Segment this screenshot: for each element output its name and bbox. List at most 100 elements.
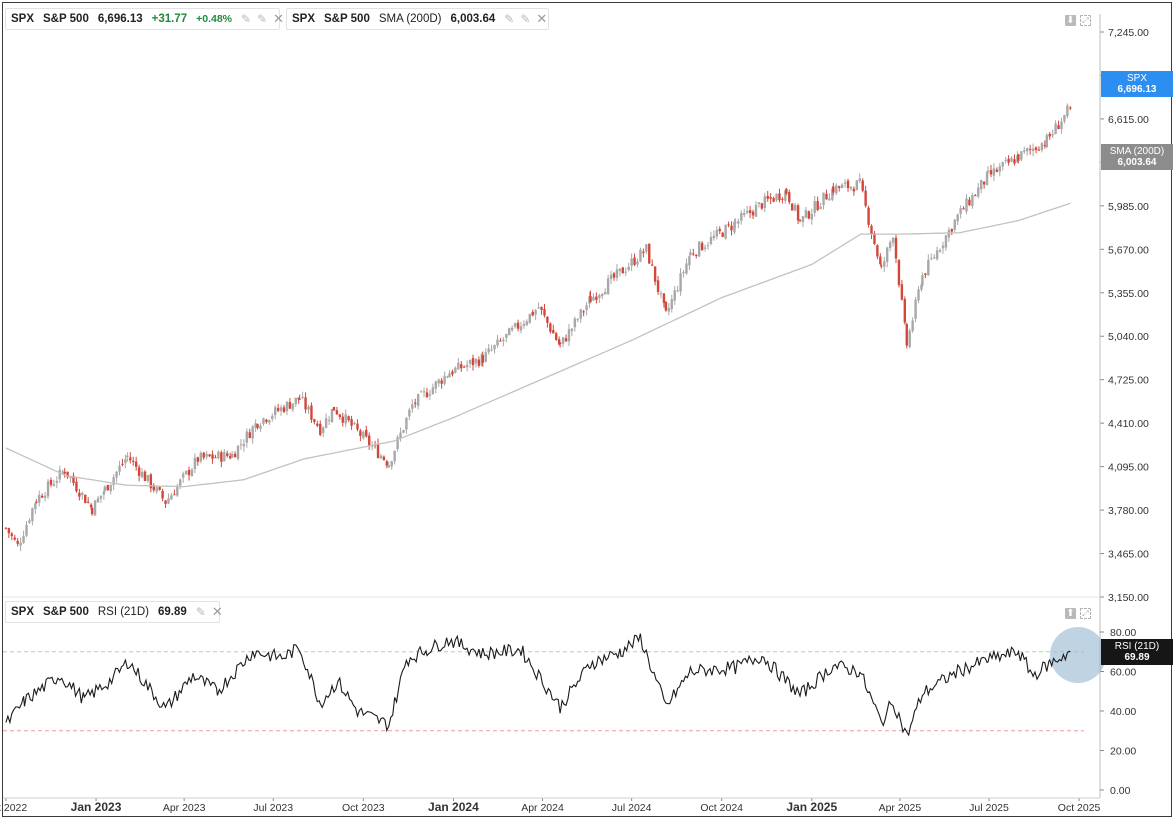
candle-body bbox=[78, 492, 81, 497]
candle-body bbox=[876, 245, 879, 257]
candle-body bbox=[179, 479, 182, 486]
candle-body bbox=[1004, 159, 1007, 161]
rsi-price-tag-text: RSI (21D) bbox=[1115, 641, 1159, 652]
candle-body bbox=[558, 342, 562, 345]
candle-body bbox=[947, 229, 951, 238]
download-icon[interactable]: ⬇ bbox=[1065, 15, 1076, 26]
rsi-panel-controls: ⬆ ⤢ bbox=[1065, 608, 1091, 619]
candle-body bbox=[298, 398, 301, 400]
candle-body bbox=[90, 507, 94, 515]
candle-body bbox=[330, 409, 334, 422]
candle-body bbox=[1031, 148, 1035, 152]
candle-body bbox=[659, 293, 663, 295]
candle-body bbox=[158, 486, 161, 490]
candle-body bbox=[443, 375, 446, 384]
candle-body bbox=[852, 188, 856, 192]
candle-body bbox=[46, 481, 50, 497]
candle-body bbox=[25, 524, 28, 536]
candle-body bbox=[126, 455, 129, 458]
candle-body bbox=[612, 273, 616, 278]
candle-body bbox=[804, 210, 808, 218]
candle-body bbox=[236, 445, 240, 459]
expand-icon[interactable]: ⤢ bbox=[1080, 15, 1091, 26]
candle-body bbox=[986, 170, 990, 172]
candle-body bbox=[888, 242, 892, 249]
candle-body bbox=[434, 381, 437, 389]
candle-body bbox=[22, 535, 25, 543]
brush-icon[interactable]: ✎ bbox=[504, 12, 515, 26]
brush-icon[interactable]: ✎ bbox=[241, 12, 252, 26]
candle-body bbox=[471, 358, 475, 366]
candle-body bbox=[781, 198, 784, 200]
candle-body bbox=[414, 402, 417, 404]
candle-body bbox=[254, 423, 257, 428]
candle-body bbox=[86, 501, 90, 503]
candle-body bbox=[676, 290, 679, 292]
candle-body bbox=[484, 352, 487, 362]
time-tick-label: Apr 2025 bbox=[879, 802, 922, 814]
candle-body bbox=[102, 491, 106, 495]
price-tick-label: 4,095.00 bbox=[1108, 462, 1149, 474]
close-icon[interactable]: ✕ bbox=[536, 11, 548, 26]
brush-icon[interactable]: ✎ bbox=[195, 605, 206, 619]
candle-body bbox=[468, 359, 472, 364]
candle-body bbox=[697, 241, 701, 257]
close-icon[interactable]: ✕ bbox=[211, 604, 223, 619]
rsi-tick-label: 0.00 bbox=[1110, 785, 1131, 797]
candle-body bbox=[72, 475, 75, 484]
candle-body bbox=[585, 305, 588, 311]
candle-body bbox=[908, 330, 911, 348]
brush-icon[interactable]: ✎ bbox=[257, 12, 268, 26]
time-tick-label: Jan 2023 bbox=[71, 800, 122, 814]
candle-body bbox=[387, 465, 390, 468]
candle-body bbox=[689, 252, 692, 256]
rsi-legend[interactable]: SPX S&P 500 RSI (21D) 69.89 ✎ ✕ bbox=[5, 601, 223, 623]
candle-body bbox=[772, 198, 775, 202]
candle-body bbox=[534, 310, 537, 315]
price-tick-label: 3,780.00 bbox=[1108, 505, 1149, 517]
candle-body bbox=[763, 196, 766, 208]
candle-body bbox=[627, 266, 630, 271]
candle-body bbox=[897, 259, 901, 286]
candle-body bbox=[408, 409, 411, 417]
price-tick-label: 7,245.00 bbox=[1108, 27, 1149, 39]
price-tick-label: 6,615.00 bbox=[1108, 114, 1149, 126]
candle-body bbox=[606, 278, 610, 294]
candle-body bbox=[376, 444, 380, 458]
download-icon[interactable]: ⬆ bbox=[1065, 608, 1076, 619]
legend-symbol: SPX bbox=[11, 606, 35, 618]
legend-last: 6,696.13 bbox=[97, 13, 143, 25]
sma-price-tag-text: SMA (200D) bbox=[1110, 146, 1164, 157]
candle-body bbox=[502, 339, 505, 342]
candle-body bbox=[793, 204, 797, 211]
candle-body bbox=[630, 258, 633, 266]
candle-body bbox=[1010, 157, 1013, 162]
candle-body bbox=[1045, 135, 1048, 148]
candle-body bbox=[855, 180, 859, 191]
candle-body bbox=[615, 269, 619, 278]
candlestick-series bbox=[4, 103, 1072, 552]
price-legend[interactable]: SPX S&P 500 6,696.13 +31.77 +0.48% ✎ ✎ ✕ bbox=[5, 8, 284, 30]
candle-body bbox=[673, 290, 676, 301]
rsi-tick-label: 40.00 bbox=[1110, 706, 1136, 718]
candle-body bbox=[307, 406, 310, 410]
candle-body bbox=[894, 237, 898, 259]
candle-body bbox=[1037, 149, 1041, 151]
candle-body bbox=[567, 329, 571, 342]
price-tick-label: 5,985.00 bbox=[1108, 201, 1149, 213]
sma-legend[interactable]: SPX S&P 500 SMA (200D) 6,003.64 ✎ ✎ ✕ bbox=[286, 8, 549, 30]
brush-icon[interactable]: ✎ bbox=[520, 12, 531, 26]
close-icon[interactable]: ✕ bbox=[273, 11, 285, 26]
candle-body bbox=[437, 379, 440, 384]
candle-body bbox=[718, 228, 721, 232]
candle-body bbox=[589, 296, 592, 303]
candle-body bbox=[256, 424, 259, 428]
candle-body bbox=[193, 457, 197, 470]
candle-body bbox=[924, 273, 927, 275]
candle-body bbox=[49, 479, 53, 485]
candle-body bbox=[411, 404, 414, 409]
expand-icon[interactable]: ⤢ bbox=[1080, 608, 1091, 619]
candle-body bbox=[170, 495, 173, 500]
candle-body bbox=[905, 324, 908, 346]
